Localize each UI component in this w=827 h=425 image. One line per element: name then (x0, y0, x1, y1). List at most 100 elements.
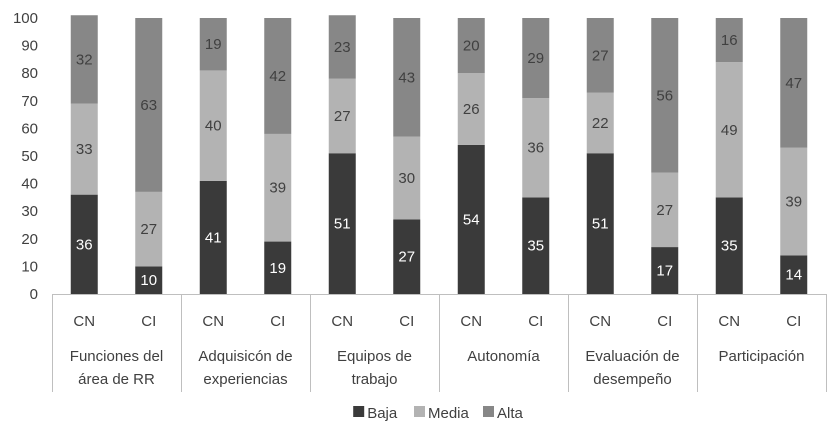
y-tick-label-30: 30 (21, 203, 38, 220)
bar-segment-baja-10 (715, 197, 743, 294)
bar-segment-baja-1 (135, 266, 163, 294)
bar-segment-baja-6 (457, 144, 485, 294)
data-label-baja-1: 10 (140, 272, 157, 289)
data-label-media-5: 30 (398, 170, 415, 187)
data-label-alta-1: 63 (140, 97, 157, 114)
legend-label-baja: Baja (367, 405, 398, 422)
bar-segment-baja-5 (393, 219, 421, 294)
y-tick-label-80: 80 (21, 65, 38, 82)
bar-segment-media-8 (586, 92, 614, 154)
bar-segment-media-5 (393, 136, 421, 220)
data-label-baja-5: 27 (398, 249, 415, 266)
category-label-9: CI (657, 313, 672, 330)
bar-segment-alta-9 (651, 18, 679, 173)
bar-segment-alta-2 (199, 18, 227, 71)
data-label-baja-7: 35 (527, 238, 544, 255)
data-label-alta-4: 23 (334, 39, 351, 56)
category-axis-layer: CN CI CN CI CN CI CN CI CN CI CN CI Funciones del áre… (70, 313, 805, 388)
y-tick-label-60: 60 (21, 120, 38, 137)
category-label-6: CN (460, 313, 482, 330)
y-tick-label-20: 20 (21, 231, 38, 248)
category-label-1: CI (141, 313, 156, 330)
data-label-media-2: 40 (205, 118, 222, 135)
data-label-media-7: 36 (527, 140, 544, 157)
bar-segment-media-7 (522, 98, 550, 198)
y-tick-label-50: 50 (21, 148, 38, 165)
group-label-2-line-1: trabajo (352, 371, 398, 388)
bar-segment-baja-8 (586, 153, 614, 294)
data-label-alta-8: 27 (592, 47, 609, 64)
category-label-11: CI (786, 313, 801, 330)
data-label-media-8: 22 (592, 115, 609, 132)
category-label-3: CI (270, 313, 285, 330)
bar-segment-alta-0 (70, 15, 98, 104)
bar-segment-baja-3 (264, 241, 292, 294)
bar-segment-alta-4 (328, 15, 356, 79)
legend-label-media: Media (428, 405, 470, 422)
bars-layer (70, 15, 808, 294)
bar-segment-baja-9 (651, 247, 679, 294)
legend-swatch-alta (483, 406, 494, 417)
legend-swatch-media (414, 406, 425, 417)
bar-segment-media-4 (328, 78, 356, 154)
bar-segment-baja-4 (328, 153, 356, 294)
bar-segment-media-10 (715, 62, 743, 198)
y-tick-label-90: 90 (21, 38, 38, 55)
bar-segment-alta-1 (135, 18, 163, 192)
group-label-1-line-1: experiencias (203, 371, 287, 388)
data-label-baja-3: 19 (269, 260, 286, 277)
group-label-2-line-0: Equipos de (337, 348, 412, 365)
bar-segment-media-6 (457, 73, 485, 145)
data-label-baja-2: 41 (205, 229, 222, 246)
data-label-media-0: 33 (76, 141, 93, 158)
group-label-4-line-1: desempeño (593, 371, 671, 388)
legend-swatch-baja (353, 406, 365, 417)
data-label-alta-3: 42 (269, 68, 286, 85)
y-tick-label-100: 100 (13, 10, 38, 27)
data-label-baja-10: 35 (721, 238, 738, 255)
group-label-4-line-0: Evaluación de (585, 348, 679, 365)
category-label-4: CN (331, 313, 353, 330)
group-label-3-line-0: Autonomía (467, 348, 540, 365)
group-label-5-line-0: Participación (719, 348, 805, 365)
y-tick-label-70: 70 (21, 93, 38, 110)
data-label-alta-6: 20 (463, 38, 480, 55)
bar-segment-baja-0 (70, 194, 98, 294)
data-label-alta-2: 19 (205, 36, 222, 53)
group-label-0-line-0: Funciones del (70, 348, 163, 365)
bar-segment-media-3 (264, 133, 292, 242)
bar-segment-media-2 (199, 70, 227, 181)
y-tick-label-10: 10 (21, 258, 38, 275)
bar-segment-alta-11 (780, 18, 808, 148)
data-label-alta-11: 47 (785, 75, 802, 92)
data-label-alta-10: 16 (721, 32, 738, 49)
bar-segment-alta-10 (715, 18, 743, 63)
data-label-media-11: 39 (785, 194, 802, 211)
data-label-alta-9: 56 (656, 87, 673, 104)
data-label-media-3: 39 (269, 180, 286, 197)
category-label-8: CN (589, 313, 611, 330)
y-tick-label-0: 0 (30, 286, 38, 303)
data-label-baja-6: 54 (463, 211, 480, 228)
bar-segment-alta-3 (264, 18, 292, 134)
data-label-media-4: 27 (334, 108, 351, 125)
bar-segment-baja-11 (780, 255, 808, 294)
data-label-baja-0: 36 (76, 236, 93, 253)
bar-segment-media-1 (135, 191, 163, 267)
bar-segment-baja-7 (522, 197, 550, 294)
category-label-7: CI (528, 313, 543, 330)
category-label-2: CN (202, 313, 224, 330)
data-label-baja-11: 14 (785, 267, 802, 284)
legend-label-alta: Alta (497, 405, 524, 422)
group-label-1-line-0: Adquisicón de (198, 348, 292, 365)
category-label-0: CN (73, 313, 95, 330)
data-label-media-9: 27 (656, 202, 673, 219)
data-label-alta-0: 32 (76, 51, 93, 68)
data-label-alta-5: 43 (398, 69, 415, 86)
category-label-10: CN (718, 313, 740, 330)
data-label-baja-9: 17 (656, 263, 673, 280)
data-labels-layer: 36 33 32 10 27 63 41 40 19 19 39 42 51 27 23 27 30 43 54 26… (76, 32, 802, 289)
data-label-baja-4: 51 (334, 216, 351, 233)
data-label-baja-8: 51 (592, 216, 609, 233)
